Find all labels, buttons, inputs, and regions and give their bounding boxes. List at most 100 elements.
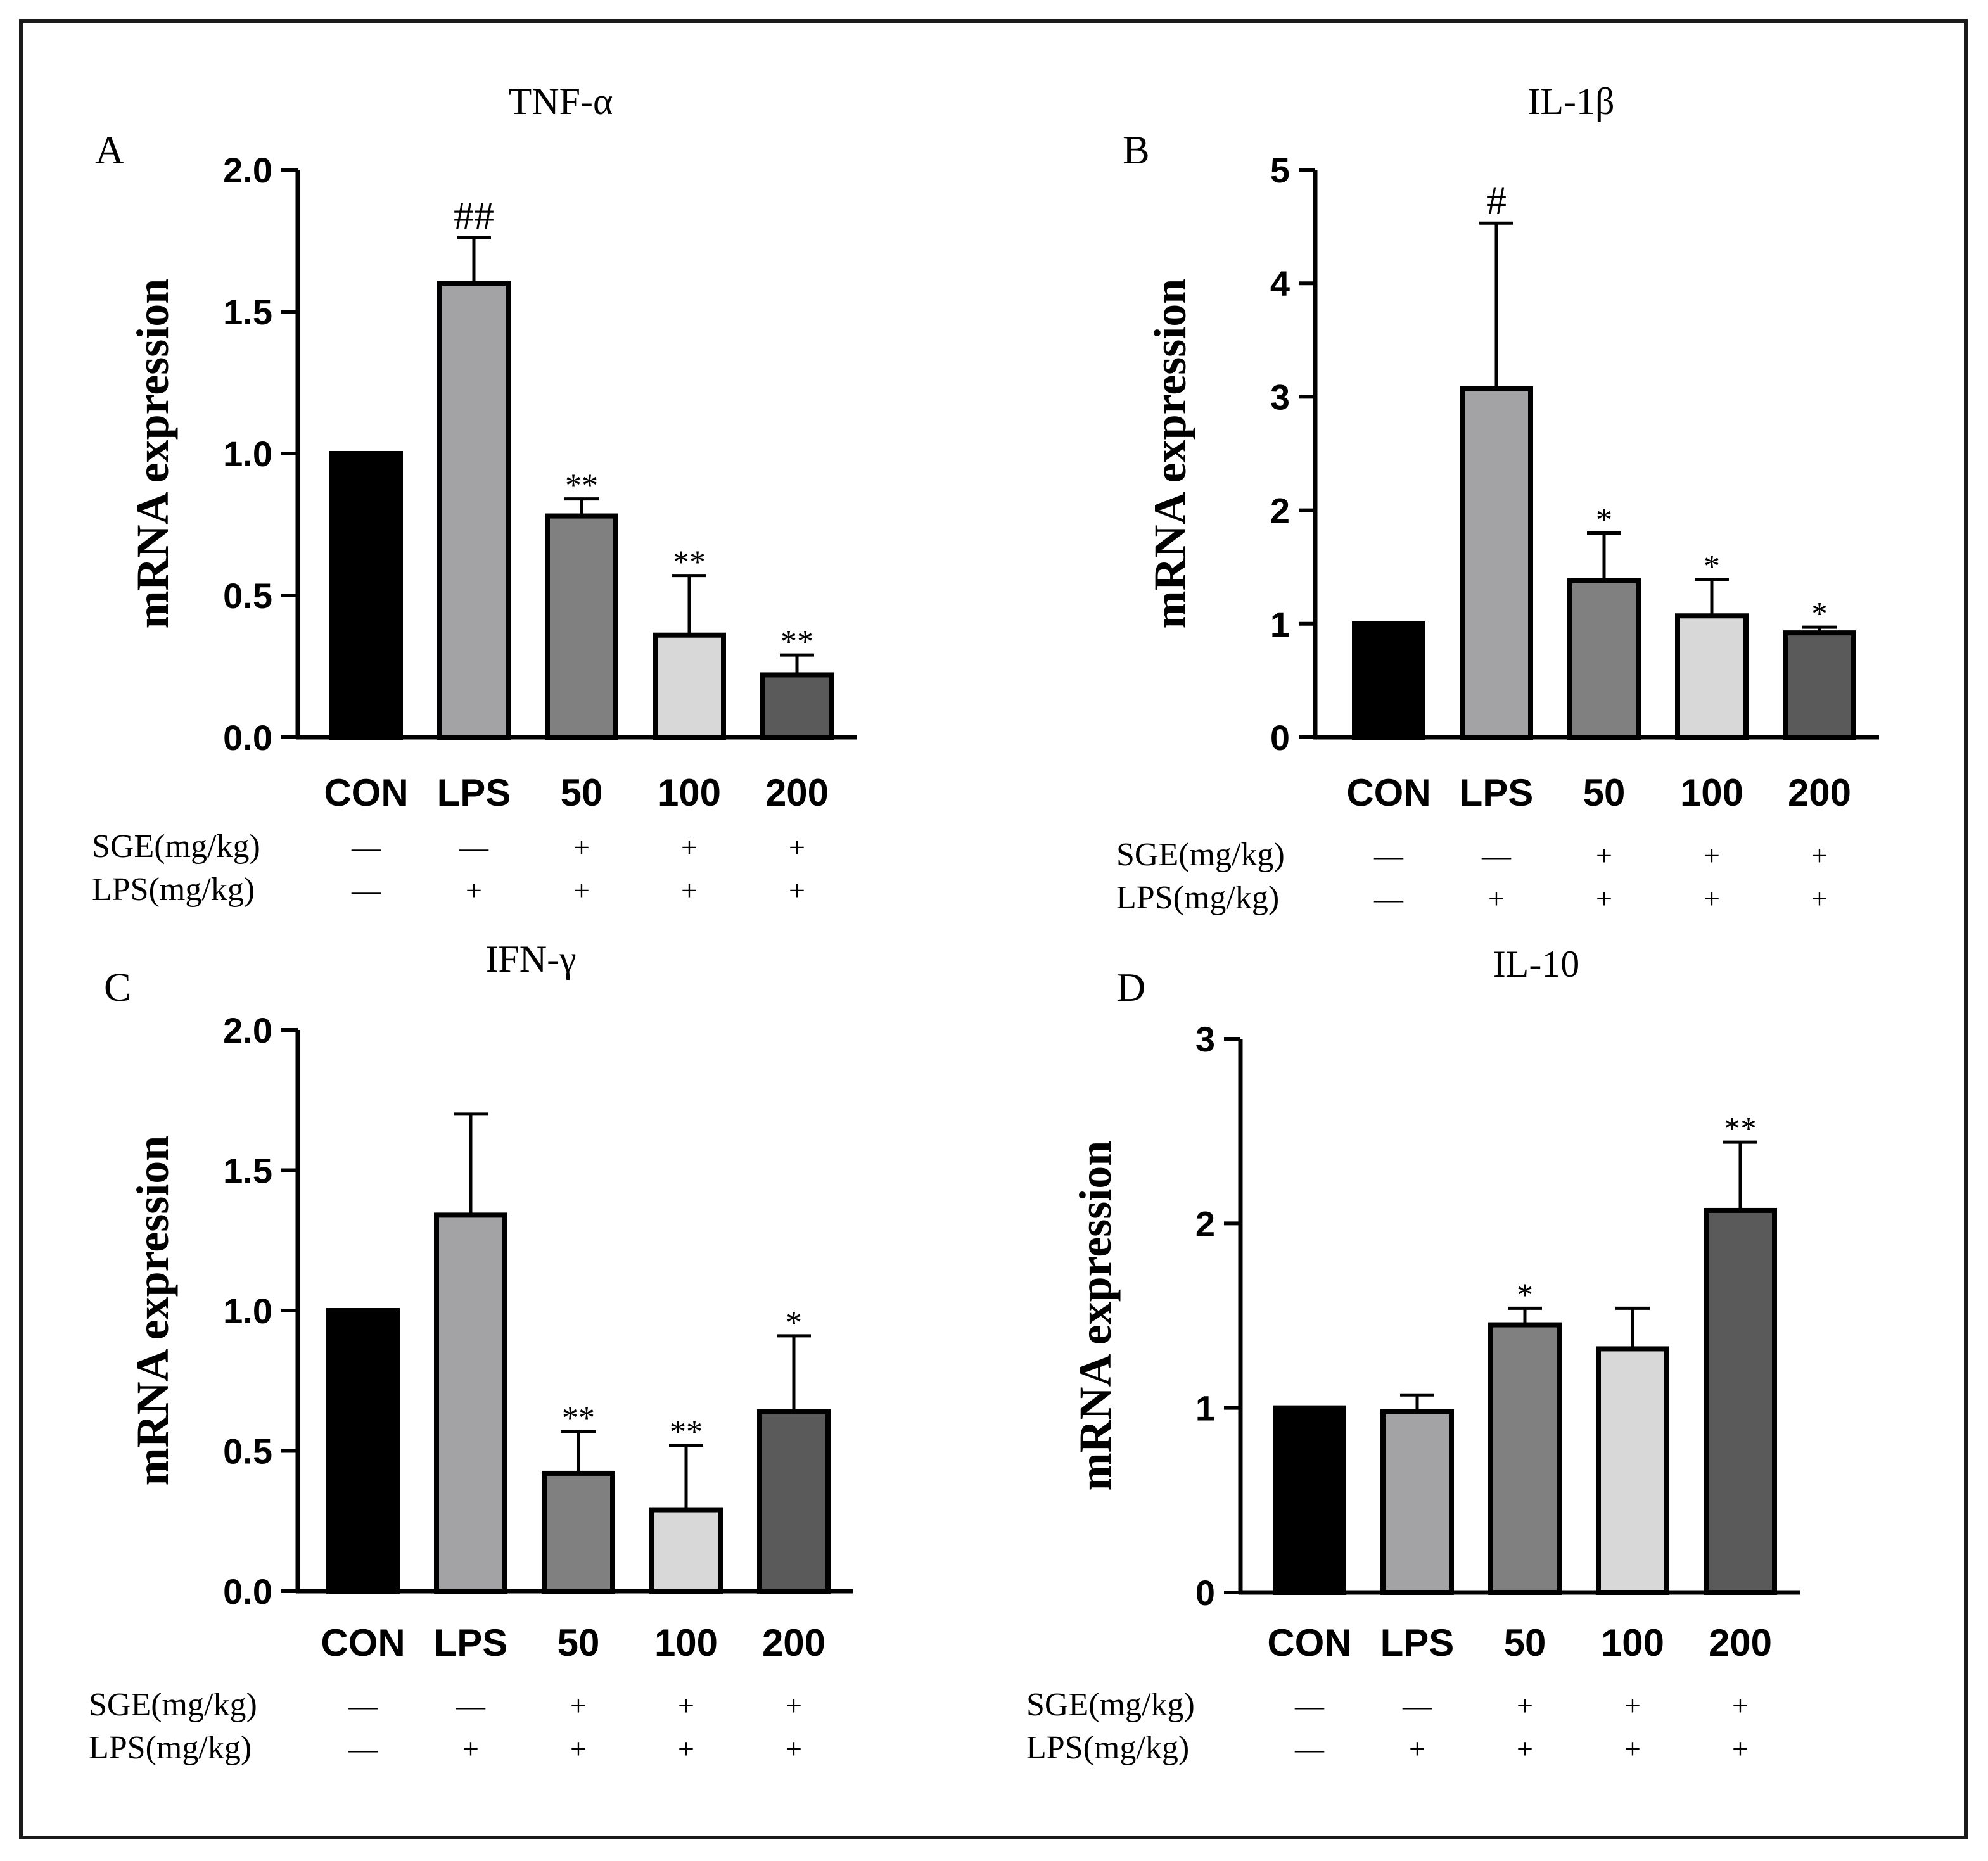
y-tick-label-D: 1	[1195, 1388, 1215, 1428]
x-category-label-B: 100	[1680, 772, 1743, 814]
lps-mark-D: +	[1624, 1732, 1641, 1765]
lps-mark-D: +	[1517, 1732, 1533, 1765]
x-category-label-C: LPS	[434, 1622, 508, 1664]
lps-row-label-A: LPS(mg/kg)	[92, 872, 255, 908]
x-category-label-A: 200	[765, 772, 829, 814]
bar-A-LPS	[437, 281, 511, 740]
bar-B-CON	[1352, 621, 1425, 740]
sge-mark-B: +	[1596, 839, 1612, 872]
x-category-label-D: 200	[1709, 1622, 1772, 1664]
x-category-label-A: LPS	[437, 772, 511, 814]
y-tick-label-C: 2.0	[223, 1010, 272, 1050]
panel-letter-C: C	[104, 965, 131, 1010]
bar-B-100	[1675, 613, 1749, 740]
y-tick-label-B: 4	[1270, 264, 1290, 303]
y-tick-label-C: 1.0	[223, 1291, 272, 1331]
bar-D-50	[1488, 1322, 1562, 1595]
lps-mark-A: +	[573, 874, 590, 906]
y-tick-label-A: 0.5	[223, 576, 272, 616]
sge-mark-A: —	[459, 831, 489, 863]
y-tick-label-A: 0.0	[223, 718, 272, 758]
chart-title-B: IL-1β	[1527, 80, 1614, 122]
significance-mark-C: **	[670, 1414, 703, 1451]
y-tick-label-C: 1.5	[223, 1151, 272, 1191]
bar-D-200	[1704, 1207, 1777, 1595]
lps-row-label-C: LPS(mg/kg)	[89, 1730, 252, 1766]
lps-mark-C: —	[348, 1732, 378, 1765]
x-category-label-D: 100	[1601, 1622, 1664, 1664]
sge-mark-C: —	[348, 1689, 378, 1722]
lps-mark-D: —	[1294, 1732, 1325, 1765]
lps-mark-B: +	[1811, 882, 1828, 915]
x-category-label-C: 50	[558, 1622, 600, 1664]
x-category-label-C: 100	[654, 1622, 718, 1664]
lps-mark-A: +	[681, 874, 698, 906]
x-category-label-D: 50	[1504, 1622, 1546, 1664]
sge-row-label-C: SGE(mg/kg)	[89, 1687, 257, 1723]
sge-mark-B: +	[1704, 839, 1720, 872]
y-tick-label-A: 1.5	[223, 292, 272, 332]
bar-C-50	[542, 1470, 615, 1594]
lps-mark-B: +	[1488, 882, 1505, 915]
x-category-label-D: LPS	[1380, 1622, 1455, 1664]
significance-mark-A: **	[781, 624, 813, 660]
y-tick-label-B: 3	[1270, 377, 1290, 417]
sge-mark-B: —	[1481, 839, 1512, 872]
significance-mark-C: **	[562, 1400, 595, 1436]
lps-mark-B: —	[1373, 882, 1404, 915]
y-tick-label-D: 3	[1195, 1019, 1215, 1059]
y-tick-label-A: 2.0	[223, 150, 272, 190]
sge-mark-D: —	[1402, 1689, 1432, 1722]
sge-row-label-B: SGE(mg/kg)	[1116, 837, 1285, 873]
sge-mark-A: +	[681, 831, 698, 863]
y-tick-label-B: 5	[1270, 150, 1290, 190]
significance-mark-B: *	[1811, 596, 1828, 632]
panel-letter-B: B	[1123, 127, 1150, 172]
bar-D-CON	[1273, 1405, 1346, 1596]
x-category-label-B: LPS	[1460, 772, 1534, 814]
y-tick-label-D: 2	[1195, 1204, 1215, 1243]
sge-mark-B: —	[1373, 839, 1404, 872]
bar-D-LPS	[1380, 1409, 1454, 1596]
bar-C-200	[757, 1409, 831, 1594]
y-tick-label-A: 1.0	[223, 434, 272, 474]
sge-row-label-A: SGE(mg/kg)	[92, 829, 260, 865]
sge-mark-B: +	[1811, 839, 1828, 872]
x-category-label-C: CON	[321, 1622, 405, 1664]
y-tick-label-B: 0	[1270, 718, 1290, 758]
sge-row-label-D: SGE(mg/kg)	[1026, 1687, 1195, 1723]
x-category-label-B: CON	[1346, 772, 1430, 814]
y-tick-label-C: 0.0	[223, 1572, 272, 1611]
lps-mark-C: +	[786, 1732, 802, 1765]
bar-B-50	[1567, 578, 1641, 740]
significance-mark-B: #	[1486, 178, 1507, 223]
x-category-label-C: 200	[762, 1622, 825, 1664]
bar-B-200	[1783, 630, 1856, 740]
sge-mark-A: +	[789, 831, 805, 863]
lps-mark-A: +	[466, 874, 482, 906]
x-category-label-A: CON	[324, 772, 408, 814]
y-tick-label-D: 0	[1195, 1573, 1215, 1613]
x-category-label-A: 50	[561, 772, 603, 814]
lps-mark-A: +	[789, 874, 805, 906]
y-tick-label-C: 0.5	[223, 1432, 272, 1471]
chart-title-D: IL-10	[1493, 943, 1580, 985]
significance-mark-A: **	[565, 468, 598, 504]
bar-A-CON	[329, 451, 403, 740]
lps-mark-C: +	[678, 1732, 694, 1765]
sge-mark-D: +	[1517, 1689, 1533, 1722]
y-tick-label-B: 2	[1270, 491, 1290, 531]
significance-mark-B: *	[1596, 502, 1612, 538]
chart-title-A: TNF-α	[509, 80, 613, 122]
y-axis-label-A: mRNA expression	[127, 279, 178, 629]
bar-A-100	[653, 632, 726, 740]
significance-mark-A: ##	[454, 193, 494, 238]
bar-C-LPS	[434, 1212, 507, 1594]
bar-D-100	[1596, 1346, 1669, 1595]
sge-mark-C: +	[570, 1689, 587, 1722]
y-axis-label-B: mRNA expression	[1145, 279, 1195, 629]
bar-A-200	[760, 672, 834, 740]
chart-title-C: IFN-γ	[485, 938, 576, 980]
lps-mark-D: +	[1732, 1732, 1749, 1765]
